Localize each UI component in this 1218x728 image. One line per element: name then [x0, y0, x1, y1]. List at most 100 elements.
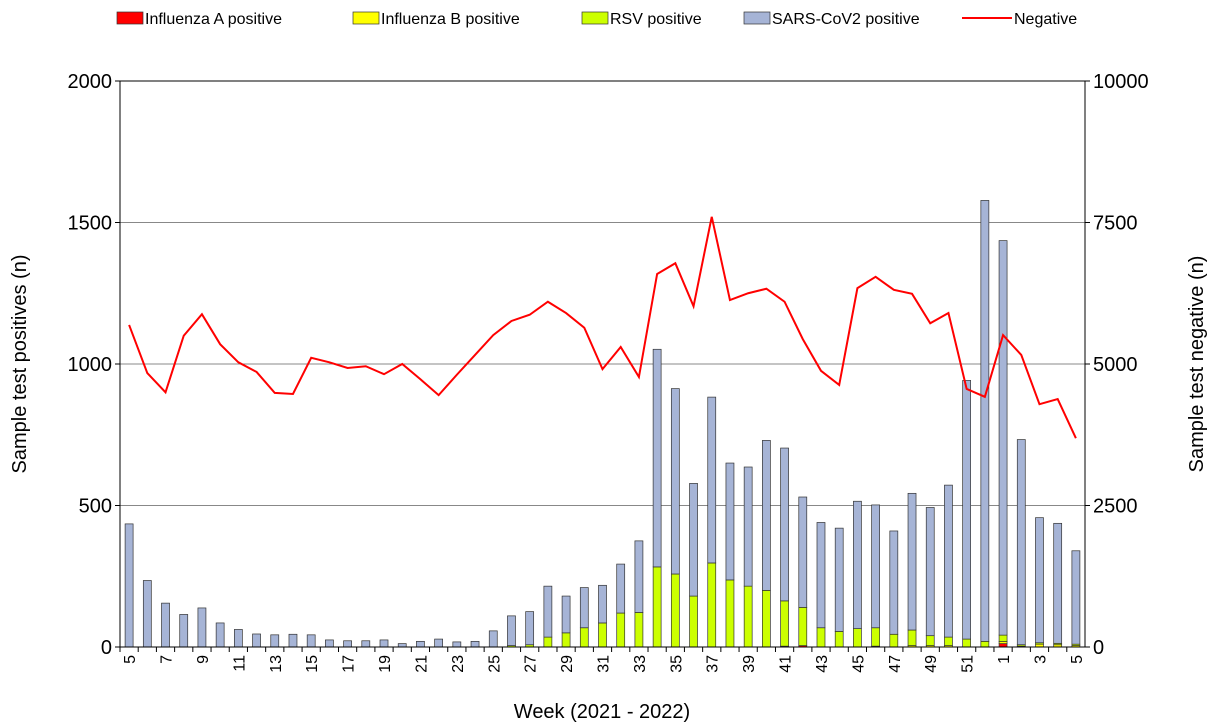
bar-segment	[925, 507, 935, 637]
x-tick-label: 5	[1069, 655, 1086, 664]
x-tick-label: 51	[960, 655, 977, 673]
bar-segment	[725, 579, 735, 648]
y2-tick-label: 5000	[1093, 354, 1138, 376]
x-tick-label: 49	[923, 655, 940, 673]
bar-segment	[798, 607, 808, 646]
y-tick-label: 500	[79, 496, 112, 518]
bar-segment	[543, 636, 553, 648]
bar-segment	[379, 639, 389, 648]
bar-segment	[871, 627, 880, 647]
x-tick-label: 33	[632, 655, 649, 673]
bar-segment	[798, 496, 808, 608]
legend-swatch	[116, 11, 144, 25]
bar-segment	[670, 573, 680, 648]
bar-segment	[1035, 517, 1044, 644]
bar-segment	[907, 492, 917, 631]
bar-segment	[488, 630, 498, 648]
y-tick-label: 1500	[68, 213, 113, 235]
bar-segment	[762, 590, 771, 648]
bar-segment	[652, 348, 662, 568]
x-tick-label: 9	[195, 655, 212, 664]
bar-segment	[871, 504, 880, 629]
x-tick-label: 17	[341, 655, 358, 673]
bar-segment	[306, 634, 316, 648]
y-tick-label: 1000	[68, 354, 113, 376]
bar-segment	[853, 500, 862, 629]
line-series	[128, 216, 1077, 439]
bar-segment	[616, 612, 626, 648]
bar-segment	[707, 396, 717, 564]
bar-segment	[707, 562, 717, 648]
bar-segment	[670, 388, 680, 575]
x-tick-label: 39	[741, 655, 758, 673]
bar-segment	[452, 641, 462, 648]
bar-segment	[780, 447, 789, 602]
x-tick-label: 31	[596, 655, 613, 673]
x-tick-label: 19	[377, 655, 394, 673]
bar-segment	[689, 483, 698, 597]
x-tick-label: 35	[668, 655, 685, 673]
x-tick-label: 37	[705, 655, 722, 673]
y2-tick-label: 10000	[1093, 71, 1149, 93]
legend-swatch	[352, 11, 380, 25]
bar-segment	[889, 633, 899, 648]
legend-swatch	[581, 11, 609, 25]
bar-segment	[215, 622, 225, 648]
legend-label: Negative	[1014, 11, 1077, 28]
bar-segment	[434, 638, 443, 648]
bar-segment	[598, 622, 607, 648]
bar-segment	[233, 629, 243, 648]
x-tick-label: 1	[996, 655, 1013, 664]
bar-segment	[561, 632, 571, 648]
bar-segment	[579, 587, 589, 629]
bar-segment	[634, 540, 644, 613]
bar-segment	[853, 628, 862, 648]
bar-segment	[998, 634, 1008, 642]
bar-segment	[743, 466, 753, 587]
bar-segment	[197, 607, 207, 648]
x-tick-label: 45	[850, 655, 867, 673]
bar-segment	[889, 530, 899, 635]
x-tick-label: 29	[559, 655, 576, 673]
legend-label: SARS-CoV2 positive	[772, 11, 920, 28]
x-tick-label: 27	[523, 655, 540, 673]
x-tick-label: 15	[304, 655, 321, 673]
bar-segment	[325, 639, 334, 648]
x-tick-label: 7	[159, 655, 176, 664]
x-tick-label: 41	[778, 655, 795, 673]
bar-segment	[252, 633, 261, 648]
legend-swatch	[743, 11, 771, 25]
bar-segment	[416, 640, 425, 648]
bar-segment	[944, 484, 953, 638]
y-axis-title: Sample test positives (n)	[9, 255, 31, 474]
bar-segment	[816, 627, 826, 648]
bar-segment	[579, 627, 589, 648]
bar-segment	[561, 595, 571, 634]
x-tick-label: 25	[486, 655, 503, 673]
bar-segment	[998, 643, 1008, 648]
x-tick-label: 21	[413, 655, 430, 673]
bar-segment	[834, 631, 844, 648]
y-tick-label: 0	[101, 637, 112, 659]
bar-segment	[470, 640, 480, 648]
bar-segment	[834, 527, 844, 632]
bar-segment	[1016, 439, 1026, 646]
bar-segment	[980, 200, 990, 642]
bar-segment	[543, 585, 553, 638]
x-tick-label: 23	[450, 655, 467, 673]
y2-tick-label: 0	[1093, 637, 1104, 659]
bar-segment	[962, 380, 972, 640]
plot-frame	[119, 80, 1086, 648]
bar-segment	[343, 640, 352, 648]
y2-tick-label: 7500	[1093, 213, 1138, 235]
x-tick-label: 5	[122, 655, 139, 664]
legend-label: Influenza A positive	[145, 11, 282, 28]
bar-segment	[725, 462, 735, 581]
bar-segment	[944, 636, 953, 646]
bar-segment	[925, 635, 935, 646]
y2-tick-label: 2500	[1093, 496, 1138, 518]
x-tick-label: 13	[268, 655, 285, 673]
x-axis-title: Week (2021 - 2022)	[514, 701, 690, 723]
legend-label: Influenza B positive	[381, 11, 520, 28]
bar-segment	[652, 566, 662, 648]
